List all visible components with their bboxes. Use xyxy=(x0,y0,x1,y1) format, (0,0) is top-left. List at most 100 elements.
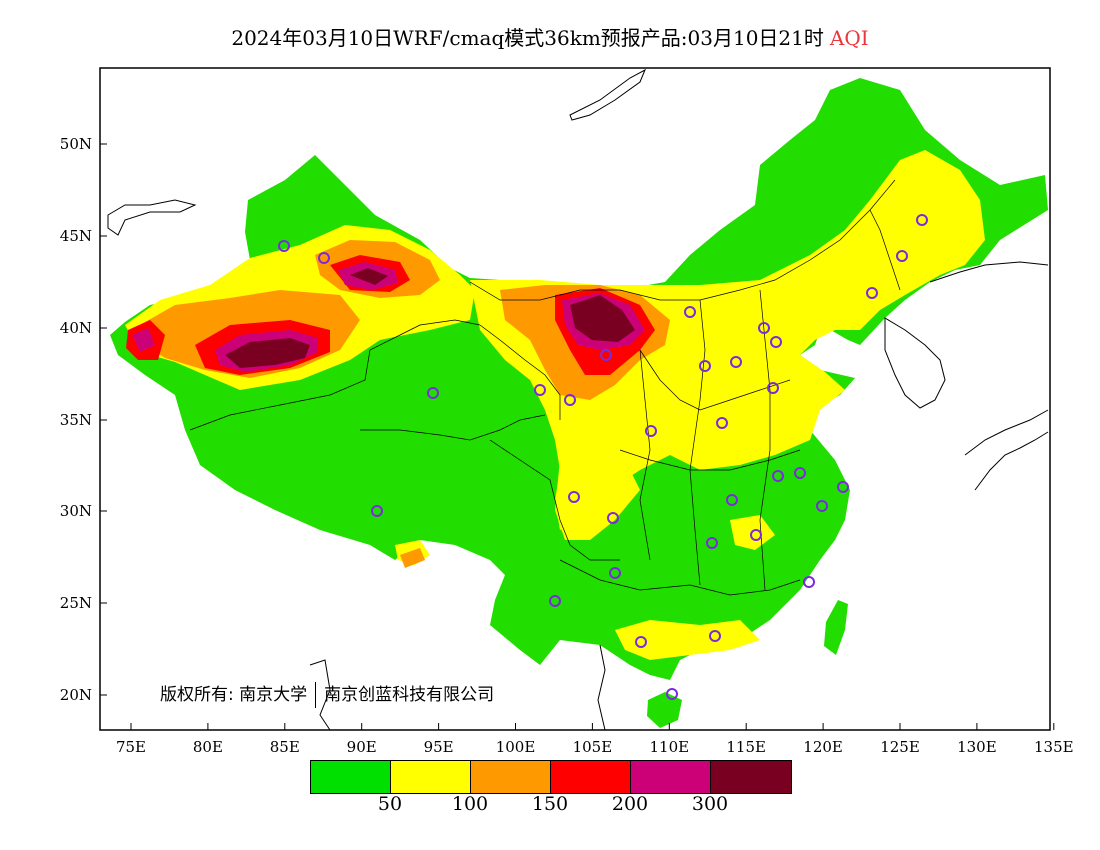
legend-label: 50 xyxy=(377,793,403,815)
station-markers xyxy=(278,214,928,700)
station-marker xyxy=(549,595,561,607)
east-coast-outline xyxy=(929,261,1049,283)
japan-outline xyxy=(964,409,1049,491)
neighbor-coastlines xyxy=(107,68,1049,731)
boundary-north-china xyxy=(639,349,791,411)
boundary-xinjiang-tibet xyxy=(189,319,481,431)
pollution-field xyxy=(110,78,1048,728)
copyright-prefix: 版权所有: 南京大学 xyxy=(160,685,308,705)
lake-baikal-outline xyxy=(569,68,646,121)
lat-tick-label: 50N xyxy=(60,135,92,153)
legend-swatch xyxy=(711,761,791,793)
copyright-notice: 版权所有: 南京大学 南京创蓝科技有限公司 xyxy=(160,680,494,708)
hazardous-zone-tarim xyxy=(225,338,310,368)
station-marker xyxy=(706,537,718,549)
aqi-color-legend xyxy=(310,760,792,794)
lon-tick-label: 110E xyxy=(650,738,690,756)
station-marker xyxy=(666,688,678,700)
boundary-south-china xyxy=(559,559,801,596)
lon-tick-label: 75E xyxy=(116,738,146,756)
station-marker xyxy=(896,250,908,262)
station-marker xyxy=(730,356,742,368)
map-title: 2024年03月10日WRF/cmaq模式36km预报产品:03月10日21时 A… xyxy=(0,22,1100,51)
boundary-sichuan xyxy=(489,439,620,561)
lon-tick-label: 85E xyxy=(270,738,300,756)
station-marker xyxy=(816,500,828,512)
hazardous-zone-ordos xyxy=(570,295,635,342)
korea-outline xyxy=(884,317,946,409)
station-marker xyxy=(684,306,696,318)
station-marker xyxy=(770,336,782,348)
lon-tick-label: 80E xyxy=(193,738,223,756)
station-marker xyxy=(600,349,612,361)
station-marker xyxy=(716,417,728,429)
station-marker xyxy=(726,494,738,506)
lon-tick-label: 100E xyxy=(496,738,536,756)
legend-label: 150 xyxy=(531,793,569,815)
station-marker xyxy=(607,512,619,524)
boundary-vertical-east xyxy=(689,299,706,586)
station-marker xyxy=(803,576,815,588)
station-marker xyxy=(534,384,546,396)
moderate-zone-south-1 xyxy=(615,620,760,660)
copyright-separator xyxy=(315,682,317,708)
station-marker xyxy=(427,387,439,399)
lon-tick-label: 115E xyxy=(726,738,766,756)
map-frame-border xyxy=(99,67,1051,731)
station-marker xyxy=(837,481,849,493)
station-marker xyxy=(772,470,784,482)
lon-axis: 75E 80E 85E 90E 95E 100E 105E 110E 115E 120E 125E 1… xyxy=(116,723,1074,756)
station-marker xyxy=(699,360,711,372)
station-marker xyxy=(371,505,383,517)
hazardous-zone-junggar xyxy=(350,268,388,285)
moderate-zone-sichuan xyxy=(555,450,640,540)
legend-swatch xyxy=(551,761,631,793)
very-unhealthy-zone-kashgar xyxy=(132,328,155,352)
boundary-northeast xyxy=(869,209,901,291)
station-marker xyxy=(278,240,290,252)
hainan-island xyxy=(647,692,682,728)
lat-tick-label: 45N xyxy=(60,227,92,245)
moderate-zone-north xyxy=(470,150,985,530)
title-variable: AQI xyxy=(829,26,869,50)
boundary-central-china xyxy=(619,449,801,471)
title-main: 2024年03月10日WRF/cmaq模式36km预报产品:03月10日21时 xyxy=(231,26,824,50)
bay-outline xyxy=(309,659,331,731)
boundary-qinghai-gansu xyxy=(479,324,561,420)
lat-tick-label: 30N xyxy=(60,502,92,520)
station-marker xyxy=(564,394,576,406)
lon-tick-label: 95E xyxy=(424,738,454,756)
copyright-suffix: 南京创蓝科技有限公司 xyxy=(324,685,495,705)
legend-swatch xyxy=(311,761,391,793)
station-marker xyxy=(568,491,580,503)
station-marker xyxy=(635,636,647,648)
boundary-tibet-qinghai xyxy=(360,414,546,441)
sensitive-zone-tibet-south xyxy=(400,548,425,568)
station-marker xyxy=(916,214,928,226)
legend-swatch xyxy=(471,761,551,793)
lat-tick-label: 25N xyxy=(60,594,92,612)
lon-tick-label: 105E xyxy=(573,738,613,756)
legend-label: 200 xyxy=(611,793,649,815)
station-marker xyxy=(866,287,878,299)
lat-tick-label: 35N xyxy=(60,411,92,429)
legend-label: 300 xyxy=(691,793,729,815)
lat-tick-label: 40N xyxy=(60,319,92,337)
lon-tick-label: 135E xyxy=(1034,738,1074,756)
lon-tick-label: 90E xyxy=(347,738,377,756)
boundary-vertical-central xyxy=(639,349,651,561)
legend-swatch xyxy=(631,761,711,793)
indochina-outline xyxy=(597,644,606,731)
balkhash-outline xyxy=(107,199,197,236)
lon-tick-label: 125E xyxy=(880,738,920,756)
legend-label: 100 xyxy=(451,793,489,815)
station-marker xyxy=(709,630,721,642)
station-marker xyxy=(794,467,806,479)
taiwan-island xyxy=(824,600,848,655)
lat-axis: 50N 45N 40N 35N 30N 25N 20N xyxy=(60,135,107,704)
station-marker xyxy=(767,382,779,394)
station-marker xyxy=(645,425,657,437)
station-marker xyxy=(318,252,330,264)
lon-tick-label: 120E xyxy=(803,738,843,756)
